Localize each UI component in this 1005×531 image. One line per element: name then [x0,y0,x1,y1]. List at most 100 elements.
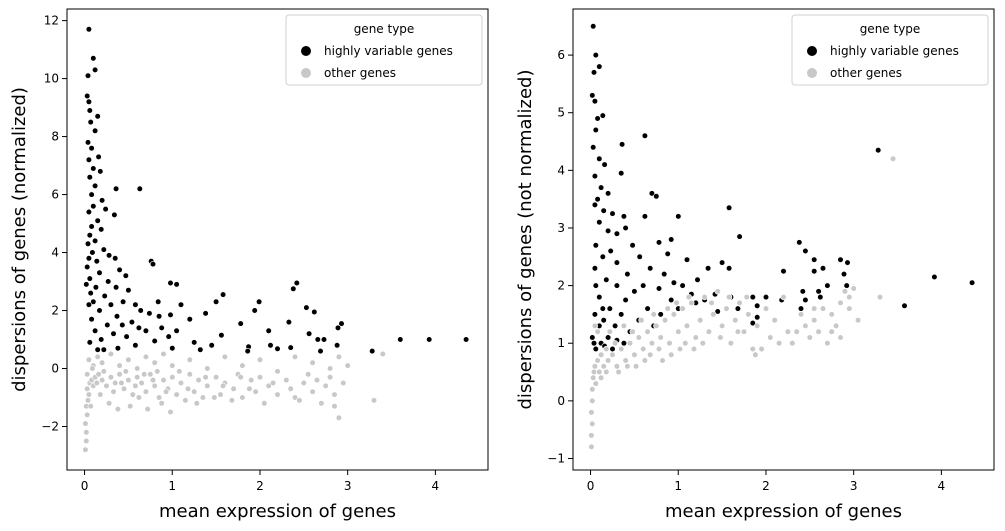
data-point [197,346,204,353]
data-point [142,388,149,395]
data-point [732,317,739,324]
data-point [85,98,92,105]
data-point [727,340,735,347]
data-point [609,345,616,353]
data-point [104,321,111,329]
data-point [202,374,209,381]
data-point [638,317,645,324]
data-point [604,334,612,341]
data-point [331,403,338,410]
data-point [655,285,663,292]
data-point [158,324,165,332]
data-point [596,63,603,70]
data-point [98,377,106,384]
data-point [599,253,606,260]
data-point [607,247,614,255]
data-point [811,256,818,263]
data-point [802,296,809,304]
data-point [597,184,605,191]
data-point [682,340,689,347]
x-tick-label: 3 [344,479,352,493]
data-point [141,371,148,378]
data-point [590,69,598,76]
data-point [123,333,130,340]
data-point [725,204,733,211]
data-point [88,316,95,323]
data-point [723,305,730,312]
data-point [841,288,849,295]
data-point [690,345,698,353]
data-point [699,340,706,347]
data-point [83,429,90,436]
data-point [173,281,180,288]
data-point [611,322,619,330]
data-point [112,379,119,387]
data-point [274,391,281,398]
data-point [775,340,783,347]
y-axis-label: dispersions of genes (normalized) [9,87,30,392]
data-point [589,420,596,428]
data-point [86,339,93,346]
data-point [246,385,253,392]
data-point [705,328,713,335]
data-point [334,342,341,349]
data-point [609,210,616,217]
y-tick-label: 10 [44,72,59,86]
data-point [615,368,622,376]
legend-label-highly-variable: highly variable genes [830,44,959,58]
data-point [837,299,844,307]
data-point [84,371,91,378]
data-point [169,374,176,381]
data-point [144,406,151,413]
data-point [112,284,120,291]
data-point [876,294,884,301]
y-tick-label: −1 [547,451,565,465]
data-point [112,255,119,262]
data-point [734,305,742,312]
data-point [90,165,97,172]
data-point [92,284,99,291]
data-point [647,351,654,358]
data-point [84,397,92,404]
data-point [641,132,649,139]
data-point [94,353,101,361]
data-point [248,377,255,384]
data-point [160,350,167,358]
data-point [659,357,666,364]
data-point [784,328,792,335]
data-point [591,311,599,318]
data-point [213,374,220,381]
x-tick-label: 0 [587,479,595,493]
data-point [828,311,835,318]
data-point [105,400,113,407]
data-point [819,305,827,312]
data-point [151,382,158,390]
data-point [107,350,114,358]
data-point [789,340,796,347]
data-point [629,242,636,249]
data-point [251,307,258,314]
y-tick-label: 6 [51,188,59,202]
data-point [397,336,404,343]
data-point [710,311,717,318]
data-point [692,334,699,341]
data-point [93,258,100,265]
data-point [815,328,822,335]
data-point [594,328,601,335]
data-point [98,197,106,204]
data-point [309,359,316,366]
data-point [244,348,251,355]
legend-marker-highly-variable [301,46,311,56]
data-point [89,365,96,372]
data-point [749,320,756,327]
data-point [657,334,664,341]
data-point [270,379,277,387]
data-point [335,414,343,421]
data-point [596,294,603,301]
data-point [629,328,636,335]
data-point [103,382,110,390]
data-point [86,174,93,181]
data-point [84,92,91,100]
